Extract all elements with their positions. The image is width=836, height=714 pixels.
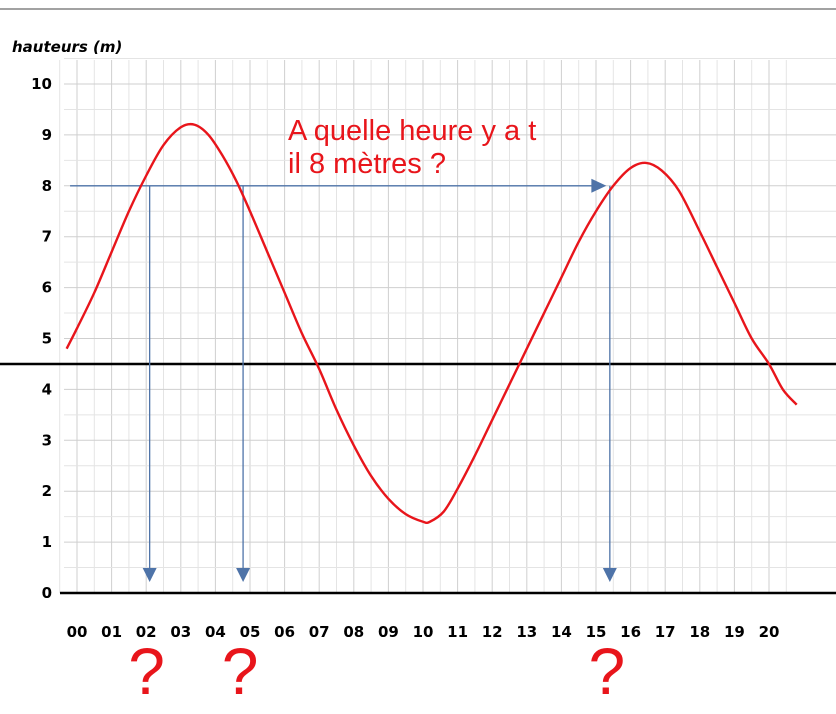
x-tick-label: 08	[343, 623, 364, 641]
question-marks: ???	[128, 634, 625, 708]
question-mark: ?	[588, 634, 625, 708]
x-tick-label: 09	[378, 623, 399, 641]
y-tick-label: 9	[42, 126, 52, 144]
x-tick-labels: 00 01 02 03 04 05 06 07 08 09 10 11 12 13 14 15 16 17 18 19…	[67, 623, 780, 641]
x-tick-label: 18	[689, 623, 710, 641]
x-tick-label: 13	[516, 623, 537, 641]
y-tick-label: 1	[42, 533, 52, 551]
x-tick-label: 11	[447, 623, 468, 641]
x-tick-label: 01	[101, 623, 122, 641]
y-tick-label: 4	[42, 380, 52, 398]
y-tick-label: 0	[42, 584, 52, 602]
x-tick-label: 15	[586, 623, 607, 641]
y-tick-label: 3	[42, 431, 52, 449]
x-tick-label: 14	[551, 623, 572, 641]
x-tick-label: 06	[274, 623, 295, 641]
x-tick-label: 12	[482, 623, 503, 641]
question-mark: ?	[128, 634, 165, 708]
y-tick-label: 7	[42, 228, 52, 246]
x-tick-label: 16	[620, 623, 641, 641]
tide-curve	[65, 122, 798, 525]
x-tick-label: 20	[759, 623, 780, 641]
x-tick-label: 03	[170, 623, 191, 641]
y-tick-label: 2	[42, 482, 52, 500]
question-mark: ?	[222, 634, 259, 708]
y-tick-label: 8	[42, 177, 52, 195]
x-tick-label: 04	[205, 623, 226, 641]
x-tick-label: 05	[240, 623, 261, 641]
x-tick-label: 17	[655, 623, 676, 641]
drop-arrow-head	[602, 568, 617, 582]
grid	[59, 58, 836, 593]
question-arrows	[70, 178, 617, 582]
tide-series-line	[65, 122, 798, 525]
x-tick-label: 10	[413, 623, 434, 641]
drop-arrow-head	[142, 568, 157, 582]
y-tick-labels: 0 1 2 3 4 5 6 7 8 9 10	[31, 75, 52, 602]
x-tick-label: 19	[724, 623, 745, 641]
y-axis-label: hauteurs (m)	[12, 38, 122, 56]
annotation-line-1: A quelle heure y a t	[288, 115, 536, 147]
x-tick-label: 07	[309, 623, 330, 641]
drop-arrow-head	[236, 568, 251, 582]
y-tick-label: 6	[42, 279, 52, 297]
x-tick-label: 02	[136, 623, 157, 641]
y-tick-label: 5	[42, 330, 52, 348]
horizontal-arrow-head	[591, 178, 607, 193]
reference-lines	[0, 362, 836, 595]
annotation-line-2: il 8 mètres ?	[288, 148, 446, 180]
x-tick-label: 00	[67, 623, 88, 641]
y-tick-label: 10	[31, 75, 52, 93]
